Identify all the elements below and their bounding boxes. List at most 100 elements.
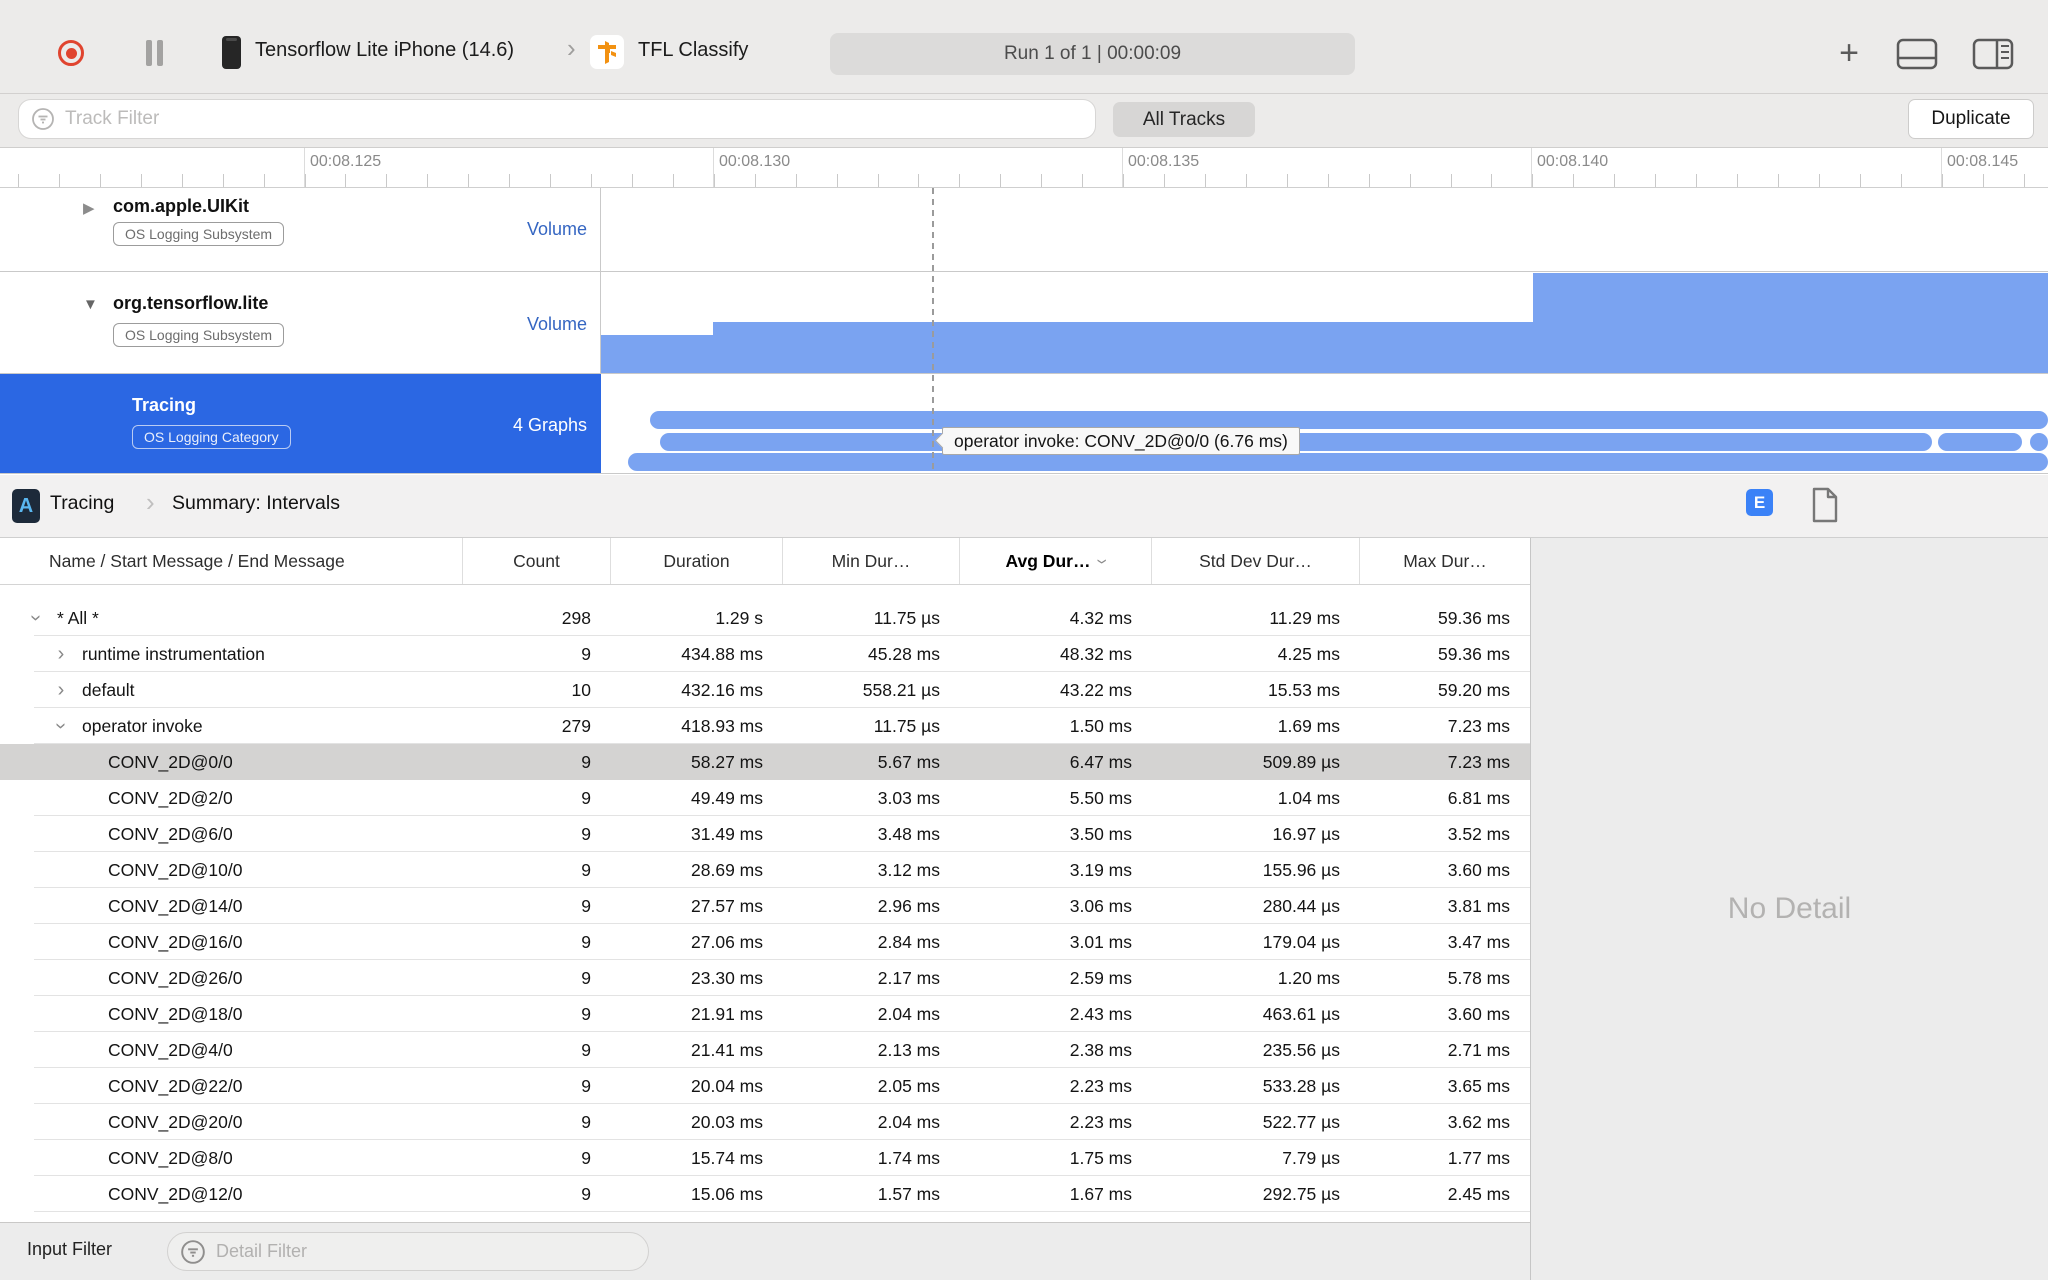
row-value: 2.13 ms xyxy=(877,1039,940,1060)
row-value: 280.44 µs xyxy=(1262,895,1340,916)
disclosure-right-icon[interactable]: › xyxy=(57,678,65,701)
table-row[interactable]: CONV_2D@10/0 9 28.69 ms 3.12 ms 3.19 ms 155.9… xyxy=(0,852,1530,888)
row-value: 59.20 ms xyxy=(1438,679,1510,700)
target-app-name[interactable]: TFL Classify xyxy=(638,39,749,61)
disclosure-right-icon[interactable]: › xyxy=(57,642,65,665)
row-separator xyxy=(34,1031,1530,1032)
duplicate-button[interactable]: Duplicate xyxy=(1908,99,2034,139)
table-row[interactable]: CONV_2D@6/0 9 31.49 ms 3.48 ms 3.50 ms 16.97 … xyxy=(0,816,1530,852)
detail-filter-input[interactable]: Detail Filter xyxy=(167,1232,649,1271)
row-value: 418.93 ms xyxy=(681,715,763,736)
table-row[interactable]: › operator invoke 279 418.93 ms 11.75 µs 1.50… xyxy=(0,708,1530,744)
row-value: 155.96 µs xyxy=(1262,859,1340,880)
table-row[interactable]: CONV_2D@4/0 9 21.41 ms 2.13 ms 2.38 ms 235.56… xyxy=(0,1032,1530,1068)
add-instrument-button[interactable]: + xyxy=(1839,33,1859,72)
document-icon[interactable] xyxy=(1810,487,1840,528)
ruler-minor-tick xyxy=(1246,174,1247,187)
ruler-time-label: 00:08.130 xyxy=(719,153,791,170)
column-header[interactable]: Std Dev Dur… xyxy=(1152,538,1360,584)
row-value: 1.57 ms xyxy=(877,1183,940,1204)
interval-bar[interactable] xyxy=(1938,433,2022,451)
track-header[interactable]: ▼ org.tensorflow.lite OS Logging Subsystem… xyxy=(0,272,601,373)
ruler-time-label: 00:08.145 xyxy=(1947,153,2019,170)
row-value: 3.03 ms xyxy=(877,787,940,808)
breadcrumb-page[interactable]: Summary: Intervals xyxy=(172,492,340,514)
run-status-display[interactable]: Run 1 of 1 | 00:00:09 xyxy=(830,33,1355,75)
table-row[interactable]: CONV_2D@26/0 9 23.30 ms 2.17 ms 2.59 ms 1.20 … xyxy=(0,960,1530,996)
disclosure-down-icon[interactable]: ▼ xyxy=(83,296,98,313)
chevron-right-icon: › xyxy=(146,487,155,517)
row-value: 2.04 ms xyxy=(877,1111,940,1132)
row-value: 58.27 ms xyxy=(691,751,763,772)
row-value: 23.30 ms xyxy=(691,967,763,988)
column-header[interactable]: Max Dur… xyxy=(1403,550,1487,571)
ruler-minor-tick xyxy=(755,174,756,187)
toggle-right-pane-button[interactable] xyxy=(1972,38,2014,70)
table-row[interactable]: › runtime instrumentation 9 434.88 ms 45.28 … xyxy=(0,636,1530,672)
table-row[interactable]: CONV_2D@18/0 9 21.91 ms 2.04 ms 2.43 ms 463.6… xyxy=(0,996,1530,1032)
table-row[interactable]: CONV_2D@12/0 9 15.06 ms 1.57 ms 1.67 ms 292.7… xyxy=(0,1176,1530,1212)
row-value: 20.04 ms xyxy=(691,1075,763,1096)
ruler-minor-tick xyxy=(673,174,674,187)
all-tracks-button[interactable]: All Tracks xyxy=(1113,102,1255,137)
interval-bar[interactable] xyxy=(628,453,2048,471)
table-row[interactable]: CONV_2D@16/0 9 27.06 ms 2.84 ms 3.01 ms 179.0… xyxy=(0,924,1530,960)
row-separator xyxy=(34,743,1530,744)
playhead-line[interactable] xyxy=(932,188,934,474)
interval-bar[interactable] xyxy=(2030,433,2048,451)
track-row-tracing[interactable]: Tracing OS Logging Category 4 Graphs xyxy=(0,374,2048,474)
disclosure-down-icon[interactable]: › xyxy=(25,614,48,622)
track-plot[interactable] xyxy=(601,374,2048,473)
ruler-minor-tick xyxy=(1205,174,1206,187)
row-value: 11.75 µs xyxy=(873,715,940,736)
row-value: 16.97 µs xyxy=(1272,823,1341,844)
row-separator xyxy=(34,707,1530,708)
row-value: 3.81 ms xyxy=(1447,895,1510,916)
track-plot[interactable] xyxy=(601,188,2048,271)
row-value: 1.67 ms xyxy=(1069,1183,1132,1204)
ruler-minor-tick xyxy=(837,174,838,187)
track-header[interactable]: Tracing OS Logging Category 4 Graphs xyxy=(0,374,601,473)
table-row[interactable]: CONV_2D@2/0 9 49.49 ms 3.03 ms 5.50 ms 1.04 m… xyxy=(0,780,1530,816)
breadcrumb-root[interactable]: Tracing xyxy=(50,492,115,514)
track-row-tensorflow[interactable]: ▼ org.tensorflow.lite OS Logging Subsystem… xyxy=(0,272,2048,374)
track-header[interactable]: ▶ com.apple.UIKit OS Logging Subsystem Volu… xyxy=(0,188,601,271)
column-header[interactable]: Min Dur… xyxy=(783,538,960,584)
ruler-minor-tick xyxy=(386,174,387,187)
disclosure-right-icon[interactable]: ▶ xyxy=(83,200,95,217)
table-row[interactable]: CONV_2D@20/0 9 20.03 ms 2.04 ms 2.23 ms 522.7… xyxy=(0,1104,1530,1140)
column-header[interactable]: Avg Dur… › xyxy=(960,538,1152,584)
row-separator xyxy=(34,959,1530,960)
ruler-minor-tick xyxy=(550,174,551,187)
row-value: 9 xyxy=(581,823,591,844)
pause-button[interactable] xyxy=(146,40,166,66)
toggle-bottom-pane-button[interactable] xyxy=(1896,38,1938,70)
row-value: 2.59 ms xyxy=(1069,967,1132,988)
row-value: 3.62 ms xyxy=(1447,1111,1510,1132)
row-value: 9 xyxy=(581,1183,591,1204)
table-row[interactable]: › * All * 298 1.29 s 11.75 µs 4.32 ms 11.29 ms… xyxy=(0,600,1530,636)
column-header[interactable]: Name / Start Message / End Message xyxy=(0,538,463,584)
table-row[interactable]: CONV_2D@0/0 9 58.27 ms 5.67 ms 6.47 ms 509.89… xyxy=(0,744,1530,780)
row-name: CONV_2D@22/0 xyxy=(108,1075,243,1096)
extended-detail-button[interactable]: E xyxy=(1746,489,1773,516)
column-header[interactable]: Count xyxy=(463,538,611,584)
track-filter-input[interactable]: Track Filter xyxy=(18,99,1096,139)
timeline-ruler[interactable]: 00:08.125 00:08.130 00:08.135 00:08.140 00:0… xyxy=(0,148,2048,188)
ruler-minor-tick xyxy=(1778,174,1779,187)
column-header[interactable]: Duration xyxy=(611,538,783,584)
table-row[interactable]: › default 10 432.16 ms 558.21 µs 43.22 ms 15.5… xyxy=(0,672,1530,708)
track-plot[interactable] xyxy=(601,272,2048,373)
interval-bar[interactable] xyxy=(650,411,2048,429)
table-row[interactable]: CONV_2D@22/0 9 20.04 ms 2.05 ms 2.23 ms 533.2… xyxy=(0,1068,1530,1104)
table-row[interactable]: CONV_2D@14/0 9 27.57 ms 2.96 ms 3.06 ms 280.4… xyxy=(0,888,1530,924)
ruler-minor-tick xyxy=(141,174,142,187)
row-value: 59.36 ms xyxy=(1438,607,1510,628)
row-separator xyxy=(34,1211,1530,1212)
track-row-uikit[interactable]: ▶ com.apple.UIKit OS Logging Subsystem Volu… xyxy=(0,188,2048,272)
disclosure-down-icon[interactable]: › xyxy=(50,722,73,730)
record-button[interactable] xyxy=(58,40,84,66)
track-name: Tracing xyxy=(132,395,197,415)
table-row[interactable]: CONV_2D@8/0 9 15.74 ms 1.74 ms 1.75 ms 7.79 µ… xyxy=(0,1140,1530,1176)
device-name[interactable]: Tensorflow Lite iPhone (14.6) xyxy=(255,39,515,61)
